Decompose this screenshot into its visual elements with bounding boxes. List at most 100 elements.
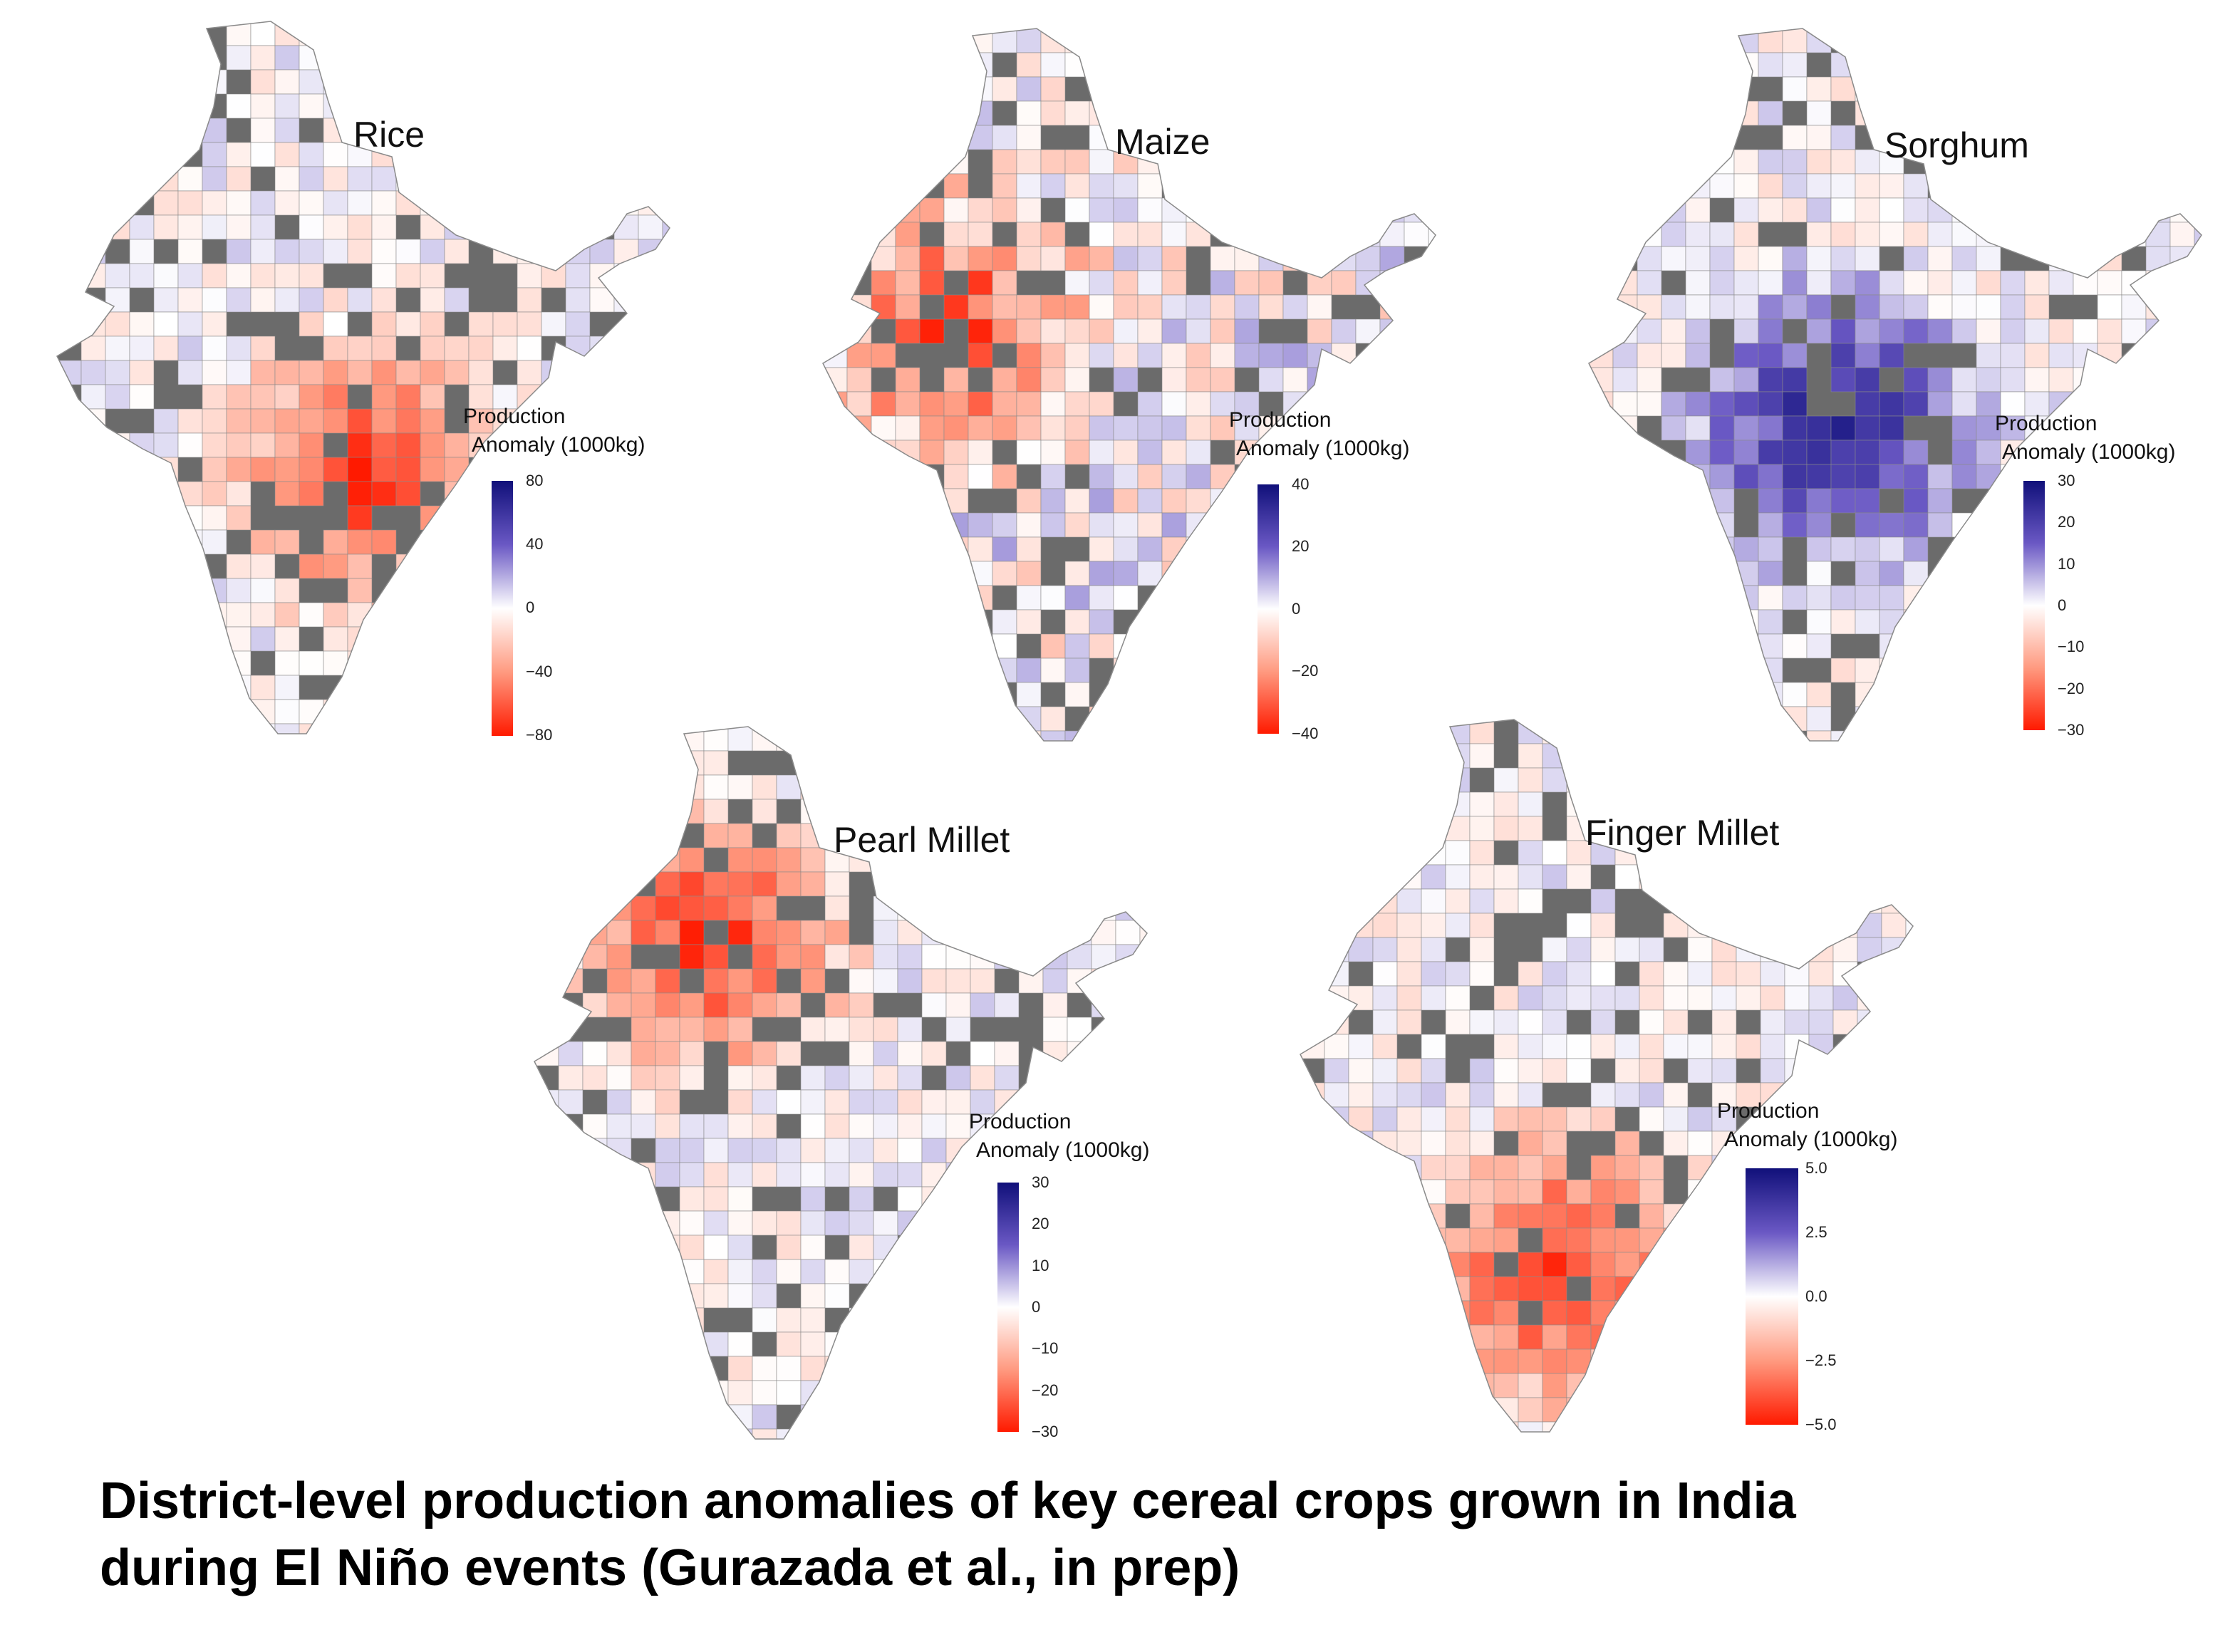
district-cell bbox=[1186, 585, 1211, 611]
district-cell bbox=[1542, 1373, 1567, 1398]
district-cell bbox=[558, 1331, 584, 1357]
district-cell bbox=[202, 360, 227, 385]
district-cell bbox=[873, 1138, 898, 1163]
district-cell bbox=[534, 944, 559, 970]
district-cell bbox=[1445, 1155, 1471, 1180]
district-cell bbox=[1782, 585, 1808, 611]
district-cell bbox=[606, 1113, 632, 1139]
district-cell bbox=[1709, 173, 1735, 199]
district-cell bbox=[752, 1089, 777, 1115]
district-cell bbox=[1113, 682, 1139, 707]
district-cell bbox=[1300, 840, 1325, 866]
district-cell bbox=[824, 871, 850, 897]
district-cell bbox=[202, 578, 227, 603]
district-cell bbox=[2194, 343, 2202, 368]
district-cell bbox=[871, 222, 896, 247]
sorghum-legend-line2: Anomaly (1000kg) bbox=[2002, 440, 2176, 464]
district-cell bbox=[823, 488, 848, 514]
district-cell bbox=[2000, 197, 2026, 223]
pearl-millet-title: Pearl Millet bbox=[834, 820, 1010, 860]
district-cell bbox=[1951, 173, 1977, 199]
district-cell bbox=[468, 190, 494, 216]
district-cell bbox=[299, 360, 324, 385]
district-cell bbox=[1089, 343, 1114, 368]
district-cell bbox=[1542, 719, 1567, 744]
district-cell bbox=[2097, 294, 2122, 320]
district-cell bbox=[202, 723, 227, 734]
district-cell bbox=[1139, 750, 1147, 776]
district-cell bbox=[1139, 871, 1147, 897]
district-cell bbox=[1324, 1203, 1349, 1229]
district-cell bbox=[1064, 658, 1090, 683]
district-cell bbox=[299, 93, 324, 119]
district-cell bbox=[1089, 294, 1114, 320]
district-cell bbox=[589, 166, 615, 192]
district-cell bbox=[727, 871, 753, 897]
district-cell bbox=[1234, 391, 1260, 417]
district-cell bbox=[1115, 847, 1141, 873]
district-cell bbox=[2194, 100, 2202, 126]
district-cell bbox=[1372, 1349, 1398, 1374]
district-cell bbox=[250, 69, 276, 95]
district-cell bbox=[992, 246, 1017, 271]
district-cell bbox=[897, 1186, 923, 1212]
district-cell bbox=[1784, 985, 1810, 1011]
district-cell bbox=[1161, 343, 1187, 368]
district-cell bbox=[1040, 367, 1066, 393]
district-cell bbox=[1453, 271, 1477, 295]
district-cell bbox=[1687, 1179, 1713, 1205]
district-cell bbox=[703, 1235, 729, 1260]
district-cell bbox=[558, 1138, 584, 1163]
district-cell bbox=[1404, 125, 1429, 150]
district-cell bbox=[873, 920, 898, 945]
district-cell bbox=[1282, 197, 1308, 223]
district-cell bbox=[420, 675, 445, 700]
district-cell bbox=[1324, 1276, 1349, 1302]
district-cell bbox=[1687, 1421, 1713, 1432]
district-cell bbox=[565, 118, 591, 143]
district-cell bbox=[105, 384, 130, 410]
district-cell bbox=[1234, 149, 1260, 175]
rice-legend-line2: Anomaly (1000kg) bbox=[472, 433, 645, 457]
district-cell bbox=[1089, 536, 1114, 562]
district-cell bbox=[1612, 440, 1638, 465]
district-cell bbox=[323, 360, 348, 385]
district-cell bbox=[1879, 28, 1904, 53]
district-cell bbox=[1428, 100, 1436, 126]
district-cell bbox=[1855, 76, 1880, 102]
district-cell bbox=[945, 1428, 971, 1439]
district-cell bbox=[2024, 222, 2050, 247]
district-cell bbox=[1639, 1324, 1664, 1350]
district-cell bbox=[57, 311, 82, 337]
district-cell bbox=[1113, 270, 1139, 296]
district-cell bbox=[800, 1283, 826, 1309]
district-cell bbox=[1879, 222, 1904, 247]
district-cell bbox=[703, 799, 729, 824]
district-cell bbox=[1566, 719, 1592, 744]
district-cell bbox=[1637, 536, 1662, 562]
district-cell bbox=[1808, 1009, 1834, 1035]
district-cell bbox=[2145, 367, 2171, 393]
district-cell bbox=[638, 214, 663, 240]
district-cell bbox=[347, 457, 373, 482]
maize-tick: 40 bbox=[1292, 475, 1310, 493]
district-cell bbox=[727, 1404, 753, 1430]
district-cell bbox=[1161, 270, 1187, 296]
district-cell bbox=[1566, 864, 1592, 890]
district-cell bbox=[1566, 1324, 1592, 1350]
district-cell bbox=[2145, 246, 2171, 271]
district-cell bbox=[1518, 1203, 1543, 1229]
district-cell bbox=[1590, 1349, 1616, 1374]
district-cell bbox=[1760, 913, 1785, 938]
district-cell bbox=[323, 142, 348, 167]
district-cell bbox=[226, 214, 252, 240]
district-cell bbox=[752, 871, 777, 897]
district-cell bbox=[2048, 76, 2074, 102]
district-cell bbox=[1733, 367, 1759, 393]
district-cell bbox=[1589, 28, 1614, 53]
district-cell bbox=[534, 1113, 559, 1139]
district-cell bbox=[395, 554, 421, 579]
district-cell bbox=[1113, 294, 1139, 320]
district-cell bbox=[606, 871, 632, 897]
district-cell bbox=[824, 1162, 850, 1188]
